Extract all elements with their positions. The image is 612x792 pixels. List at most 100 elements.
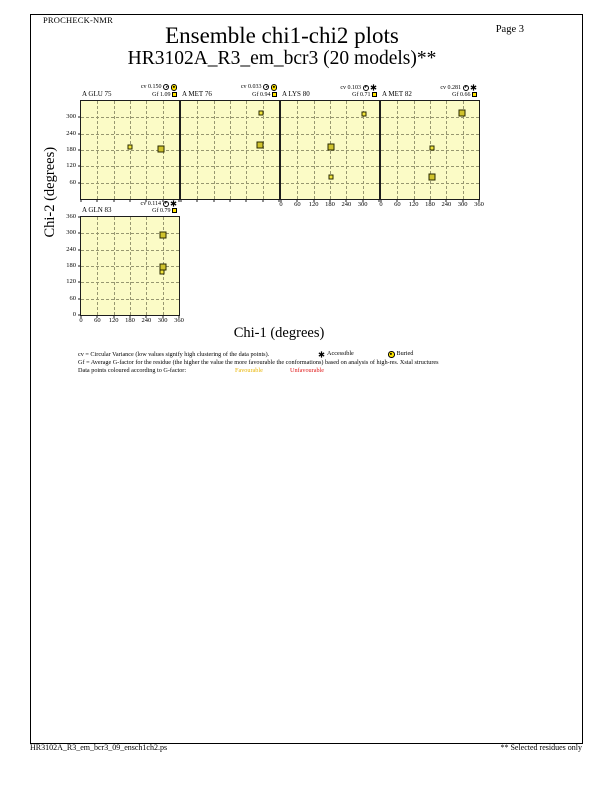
x-tick [378,199,380,202]
data-point [159,269,165,275]
page-subtitle: HR3102A_R3_em_bcr3 (20 models)** [127,48,437,69]
x-tick [345,199,347,202]
x-tick [162,199,164,202]
gf-value: Gf 0.79 [152,207,171,214]
y-tick [77,249,81,251]
legend-buried-label: Buried [396,350,414,358]
favourable-square-icon [372,92,377,97]
x-axis-title: Chi-1 (degrees) [233,325,325,341]
gridline-horizontal [281,133,379,135]
footer-note: ** Selected residues only [500,743,582,752]
x-tick [362,199,364,202]
y-tick-label: 60 [69,178,77,186]
gf-value: Gf 0.66 [452,91,471,98]
residue-label: A MET 76 [182,90,212,98]
gridline-vertical [146,101,148,199]
x-tick [462,199,464,202]
data-point-cluster [157,145,165,153]
clock-icon [162,200,169,207]
y-tick-label: 120 [66,162,76,170]
buried-sun-icon [170,84,177,91]
y-tick [77,133,81,135]
favourable-square-icon [472,92,477,97]
x-tick [313,199,315,202]
x-tick [445,199,447,202]
legend-cv-text: cv = Circular Variance (low values signi… [78,351,270,358]
x-tick [429,199,431,202]
y-tick [77,281,81,283]
chi-plot-a-met-76: A MET 76 cv 0.033 Gf 0.94 [180,84,280,202]
gridline-horizontal [181,133,279,135]
x-tick-label: 300 [457,200,468,208]
y-tick [77,314,81,316]
y-tick-label: 120 [66,278,76,286]
page-number: Page 3 [495,24,524,35]
x-tick-label: 60 [294,200,301,208]
gridline-horizontal [381,117,479,119]
legend-colour-text: Data points coloured according to G-fact… [78,367,187,374]
y-tick-label: 240 [66,245,76,253]
data-point [127,144,133,150]
y-tick [77,298,81,300]
gridline-horizontal [81,117,179,119]
buried-sun-icon [388,351,395,358]
app-label: PROCHECK-NMR [43,15,113,25]
x-tick [145,315,147,318]
y-tick-label: 0 [72,310,76,318]
legend-unfavourable-label: Unfavourable [290,367,325,374]
x-tick-label: 180 [425,200,435,208]
data-point-cluster [458,109,466,117]
cv-annotation: cv 0.033 [241,84,277,91]
x-tick-label: 120 [308,200,319,208]
x-tick [329,199,331,202]
legend-accessible: Accessible [318,351,354,358]
x-tick [178,199,180,202]
gf-annotation: Gf 0.94 [252,92,277,98]
page-title: Ensemble chi1-chi2 plots [165,23,399,48]
y-tick [77,216,81,218]
footer-filename: HR3102A_R3_em_bcr3_09_ensch1ch2.ps [30,743,168,752]
x-tick-label: 0 [379,200,383,208]
data-point-cluster [327,143,335,151]
y-tick-label: 360 [66,212,76,220]
x-tick-label: 180 [325,200,335,208]
y-tick [77,165,81,167]
accessible-asterisk-icon [318,351,325,358]
accessible-asterisk-icon [470,84,477,91]
gridline-vertical [262,101,264,199]
gridline-vertical [462,101,464,199]
x-tick [129,199,131,202]
clock-icon [362,84,369,91]
favourable-square-icon [172,208,177,213]
gridline-horizontal [381,133,479,135]
x-tick [80,315,82,318]
gridline-horizontal [181,117,279,119]
residue-label: A LYS 80 [282,90,310,98]
accessible-asterisk-icon [370,84,377,91]
gridline-horizontal [81,133,179,135]
cv-annotation: cv 0.150 [141,84,177,91]
clock-icon [263,84,269,91]
x-tick [278,199,280,202]
cv-value: cv 0.114 [140,200,161,207]
gridline-vertical [146,217,148,315]
x-tick [380,199,382,202]
clock-icon [462,84,469,91]
x-tick [296,199,298,202]
legend-gf-text: Gf = Average G-factor for the residue (t… [78,359,439,366]
x-tick [262,199,264,202]
data-point [361,111,367,117]
y-tick [77,116,81,118]
x-tick-label: 0 [279,200,283,208]
x-tick [162,315,164,318]
x-tick [80,199,82,202]
x-tick-label: 360 [474,200,484,208]
x-tick-label: 60 [94,316,101,324]
y-tick-label: 300 [66,229,76,237]
legend-buried: Buried [388,350,414,358]
y-tick-label: 300 [66,113,76,121]
buried-sun-icon [270,84,277,91]
legend-accessible-label: Accessible [327,350,354,358]
chi-plot-a-gln-83: 0 60 120 180 240 300 360 360 300 240 180 120 60 0 A GL… [66,200,184,323]
cv-value: cv 0.103 [340,84,361,91]
